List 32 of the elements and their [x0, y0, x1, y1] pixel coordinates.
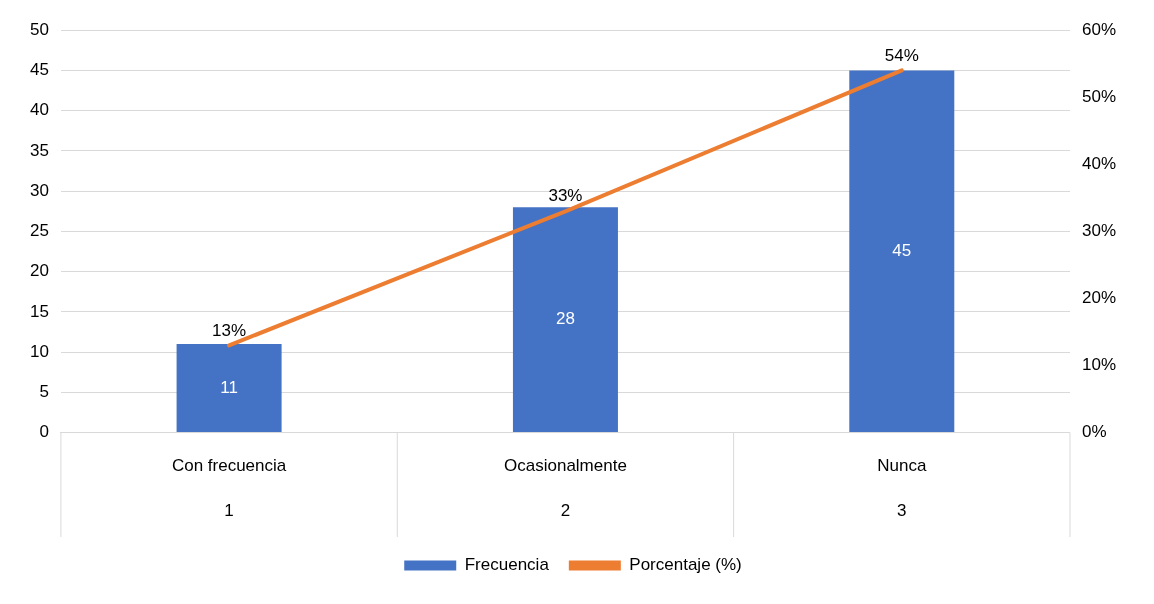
category-label: Con frecuencia 1 [171, 456, 287, 520]
bar [849, 70, 955, 433]
y-tick-label: 40 [29, 100, 49, 120]
y-tick-label: 10 [29, 341, 49, 361]
y-tick-label: 25 [29, 221, 49, 241]
y2-tick-label: 10% [1081, 355, 1117, 375]
y2-tick-label: 0% [1081, 422, 1107, 442]
y-tick-label: 5 [39, 382, 49, 402]
y2-tick-label: 50% [1081, 86, 1117, 106]
y2-tick-label: 20% [1081, 288, 1117, 308]
category-label: Nunca 3 [877, 456, 927, 520]
bar [176, 344, 282, 433]
legend-label: Frecuencia [464, 555, 550, 575]
y-tick-label: 0 [39, 422, 49, 442]
data-label: 45 [892, 240, 912, 260]
data-label: 54% [884, 45, 919, 65]
data-label: 11 [220, 377, 238, 397]
category-label: Ocasionalmente 2 [504, 456, 627, 520]
data-label: 13% [212, 320, 247, 340]
y-tick-label: 45 [29, 60, 49, 80]
y-tick-label: 30 [29, 180, 49, 200]
y-tick-label: 15 [29, 301, 49, 321]
y2-tick-label: 60% [1081, 19, 1117, 39]
data-label: 28 [555, 309, 575, 329]
legend-label: Porcentaje (%) [629, 555, 742, 575]
y-tick-label: 35 [29, 140, 49, 160]
bar [512, 207, 618, 433]
y2-tick-label: 30% [1081, 221, 1117, 241]
y-tick-label: 50 [29, 19, 49, 39]
data-label: 33% [548, 186, 583, 206]
y-tick-label: 20 [29, 261, 49, 281]
y2-tick-label: 40% [1081, 154, 1117, 174]
